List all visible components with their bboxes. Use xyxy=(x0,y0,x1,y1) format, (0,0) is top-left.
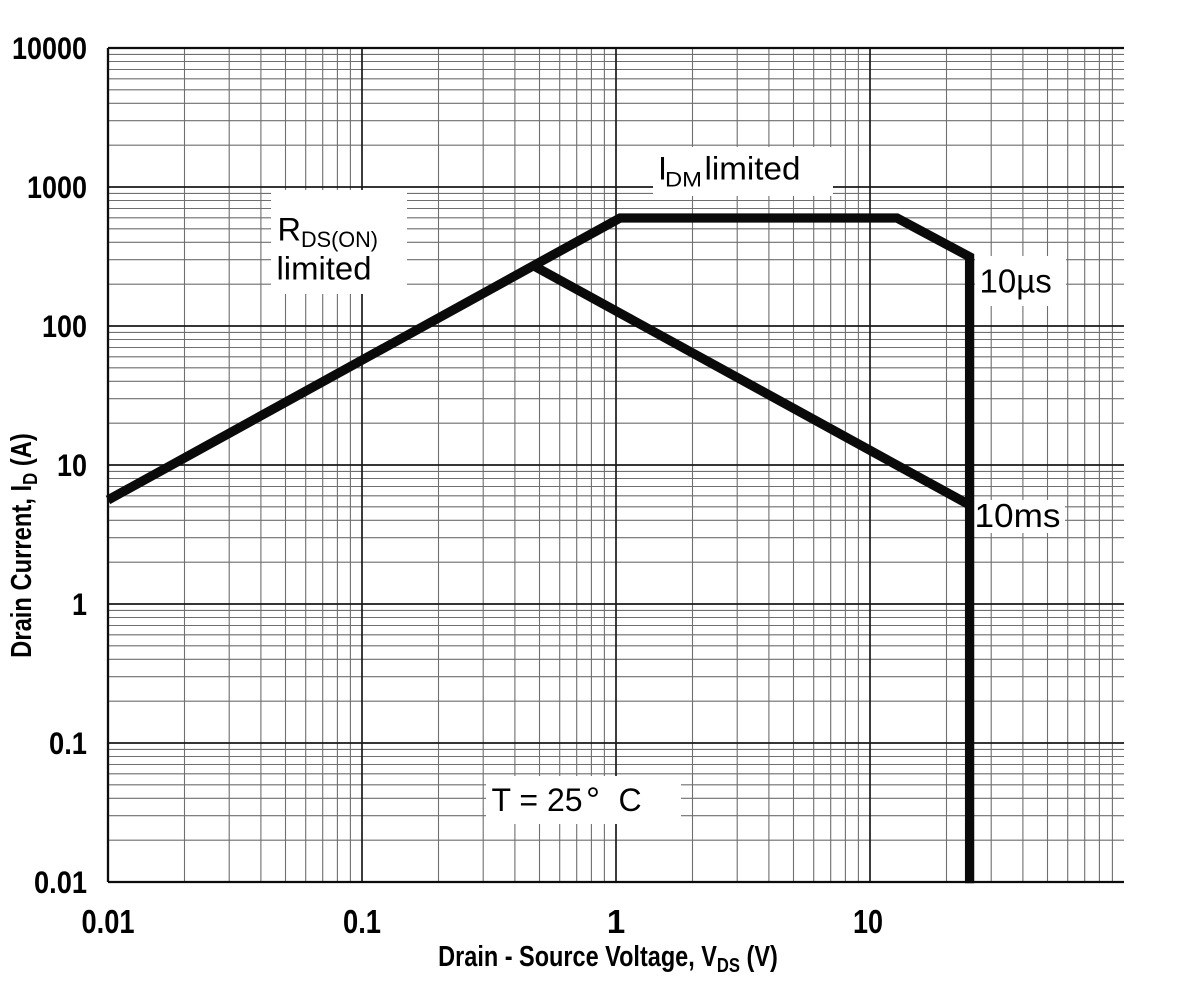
svg-text:T = 25: T = 25 xyxy=(492,782,583,818)
svg-text:R: R xyxy=(278,212,301,248)
svg-text:DS(ON): DS(ON) xyxy=(301,227,378,252)
svg-text:10: 10 xyxy=(853,903,883,940)
svg-text:°: ° xyxy=(586,781,600,820)
svg-text:limited: limited xyxy=(277,251,372,287)
svg-text:DM: DM xyxy=(665,169,702,192)
svg-text:Drain Current, ID (A): Drain Current, ID (A) xyxy=(5,433,42,658)
svg-text:0.1: 0.1 xyxy=(49,725,87,761)
svg-text:0.1: 0.1 xyxy=(343,903,381,940)
svg-text:1: 1 xyxy=(72,586,87,622)
svg-text:10ms: 10ms xyxy=(975,497,1061,534)
svg-text:C: C xyxy=(619,782,642,818)
svg-text:0.01: 0.01 xyxy=(82,903,135,940)
svg-text:I: I xyxy=(658,151,667,187)
svg-text:1000: 1000 xyxy=(27,169,87,205)
svg-text:10000: 10000 xyxy=(12,30,87,66)
svg-text:1: 1 xyxy=(607,903,625,940)
svg-text:limited: limited xyxy=(705,151,801,187)
svg-text:100: 100 xyxy=(42,308,87,344)
svg-text:10µs: 10µs xyxy=(980,263,1052,300)
svg-text:0.01: 0.01 xyxy=(34,864,87,900)
svg-text:10: 10 xyxy=(57,447,87,483)
